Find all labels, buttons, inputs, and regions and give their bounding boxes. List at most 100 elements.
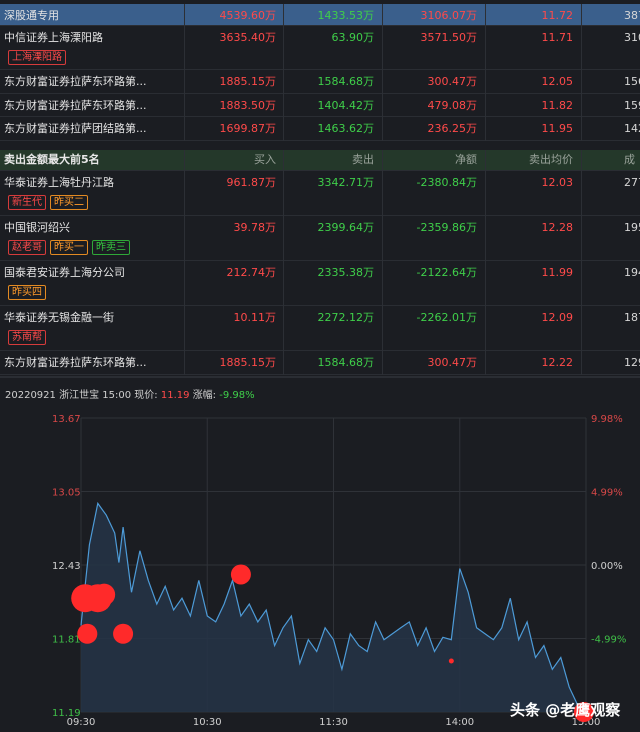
column-divider (283, 4, 284, 26)
trade-count: 194 (624, 266, 640, 279)
seat-name: 华泰证券上海牡丹江路 (4, 176, 114, 189)
column-divider (184, 171, 185, 216)
column-divider (581, 216, 582, 261)
sell-table-header: 卖出金额最大前5名 买入 卖出 净额 卖出均价 成 (0, 150, 640, 171)
column-divider (283, 26, 284, 70)
sell-amount: 2272.12万 (317, 311, 375, 324)
trade-count: 142 (624, 122, 640, 135)
buy-amount: 3635.40万 (219, 31, 277, 44)
sell-table-title: 卖出金额最大前5名 (4, 153, 100, 166)
column-divider (485, 26, 486, 70)
price-line (80, 501, 587, 713)
net-amount: -2359.86万 (416, 221, 477, 234)
column-divider (184, 70, 185, 94)
column-divider (382, 70, 383, 94)
trade-marker (448, 658, 454, 664)
buy-seat-row[interactable]: 深股通专用 4539.60万 1433.53万 3106.07万 11.72 387 (0, 4, 640, 26)
buy-seat-row[interactable]: 东方财富证券拉萨团结路第... 1699.87万 1463.62万 236.25万 11… (0, 117, 640, 141)
column-divider (382, 4, 383, 26)
intraday-chart[interactable]: 13.67 13.05 12.43 11.81 11.19 9.98% 4.99% 0.00%… (0, 400, 640, 732)
column-divider (581, 306, 582, 351)
seat-tag[interactable]: 昨买二 (50, 195, 88, 210)
time-tick-label: 09:30 (67, 717, 96, 728)
buy-amount: 961.87万 (226, 176, 277, 189)
seat-tag[interactable]: 昨卖三 (92, 240, 130, 255)
column-divider (485, 94, 486, 117)
trade-count: 310 (624, 31, 640, 44)
avg-price: 12.03 (541, 176, 574, 189)
seat-tag[interactable]: 昨买一 (50, 240, 88, 255)
column-divider (382, 150, 383, 171)
percent-tick-label: -4.99% (591, 635, 626, 646)
column-divider (485, 261, 486, 306)
buy-amount: 212.74万 (226, 266, 277, 279)
column-divider (184, 351, 185, 375)
percent-tick-label: 0.00% (591, 561, 623, 572)
buy-seat-row[interactable]: 东方财富证券拉萨东环路第... 1885.15万 1584.68万 300.47万 12… (0, 70, 640, 94)
sell-seat-row[interactable]: 华泰证券无锡金融一街 10.11万 2272.12万 -2262.01万 12.09 18… (0, 306, 640, 351)
sell-seat-row[interactable]: 国泰君安证券上海分公司 212.74万 2335.38万 -2122.64万 11.99… (0, 261, 640, 306)
sell-amount: 2399.64万 (317, 221, 375, 234)
column-divider (283, 150, 284, 171)
column-divider (184, 261, 185, 306)
price-tick-label: 13.05 (52, 488, 81, 499)
net-amount: 3571.50万 (420, 31, 478, 44)
column-divider (581, 171, 582, 216)
column-divider (184, 94, 185, 117)
avg-price: 12.09 (541, 311, 574, 324)
price-tick-label: 11.81 (52, 635, 81, 646)
seat-tag[interactable]: 新生代 (8, 195, 46, 210)
seat-name: 中信证券上海溧阳路 (4, 31, 103, 44)
seat-tag[interactable]: 苏南帮 (8, 330, 46, 345)
chart-date: 20220921 (5, 390, 56, 401)
buy-amount: 1883.50万 (219, 99, 277, 112)
price-tick-label: 12.43 (52, 561, 81, 572)
trade-marker (77, 623, 98, 644)
time-tick-label: 11:30 (319, 717, 348, 728)
column-divider (283, 70, 284, 94)
column-divider (581, 4, 582, 26)
current-price: 11.19 (160, 390, 190, 401)
column-divider (485, 171, 486, 216)
sell-seat-row[interactable]: 华泰证券上海牡丹江路 961.87万 3342.71万 -2380.84万 12.03 2… (0, 171, 640, 216)
seat-tag[interactable]: 昨买四 (8, 285, 46, 300)
seat-name: 华泰证券无锡金融一街 (4, 311, 114, 324)
column-divider (283, 94, 284, 117)
change-label: 涨幅: (192, 390, 217, 401)
seat-tags: 苏南帮 (8, 330, 46, 345)
sell-amount: 1584.68万 (317, 356, 375, 369)
seat-tag[interactable]: 上海溧阳路 (8, 50, 66, 65)
trade-marker (573, 702, 594, 722)
price-tick-label: 11.19 (52, 708, 81, 719)
column-divider (581, 94, 582, 117)
seat-name: 东方财富证券拉萨团结路第... (4, 122, 147, 135)
time-tick-label: 10:30 (193, 717, 222, 728)
seat-name: 东方财富证券拉萨东环路第... (4, 99, 147, 112)
sell-amount: 1433.53万 (317, 9, 375, 22)
header-avg: 卖出均价 (529, 153, 573, 166)
chart-info-bar: 20220921 浙江世宝 15:00 现价: 11.19 涨幅: -9.98% (5, 386, 255, 401)
column-divider (581, 26, 582, 70)
change-percent: -9.98% (219, 390, 255, 401)
column-divider (184, 306, 185, 351)
watermark: 头条 @老鹰观察 (510, 701, 621, 719)
net-amount: 3106.07万 (420, 9, 478, 22)
buy-seat-row[interactable]: 东方财富证券拉萨东环路第... 1883.50万 1404.42万 479.08万 11… (0, 94, 640, 117)
column-divider (581, 261, 582, 306)
seat-tag[interactable]: 赵老哥 (8, 240, 46, 255)
column-divider (485, 216, 486, 261)
column-divider (581, 351, 582, 375)
seat-name: 东方财富证券拉萨东环路第... (4, 75, 147, 88)
column-divider (485, 117, 486, 141)
trade-count: 195 (624, 221, 640, 234)
sell-seat-row[interactable]: 中国银河绍兴 39.78万 2399.64万 -2359.86万 12.28 195 赵老哥… (0, 216, 640, 261)
seat-name: 国泰君安证券上海分公司 (4, 266, 125, 279)
seat-name: 中国银河绍兴 (4, 221, 70, 234)
buy-seat-row[interactable]: 中信证券上海溧阳路 3635.40万 63.90万 3571.50万 11.71 310 上… (0, 26, 640, 70)
time-tick-label: 14:00 (445, 717, 474, 728)
column-divider (485, 4, 486, 26)
seat-name: 东方财富证券拉萨东环路第... (4, 356, 147, 369)
sell-amount: 1463.62万 (317, 122, 375, 135)
sell-seat-row[interactable]: 东方财富证券拉萨东环路第... 1885.15万 1584.68万 300.47万 12… (0, 351, 640, 375)
column-divider (581, 150, 582, 171)
